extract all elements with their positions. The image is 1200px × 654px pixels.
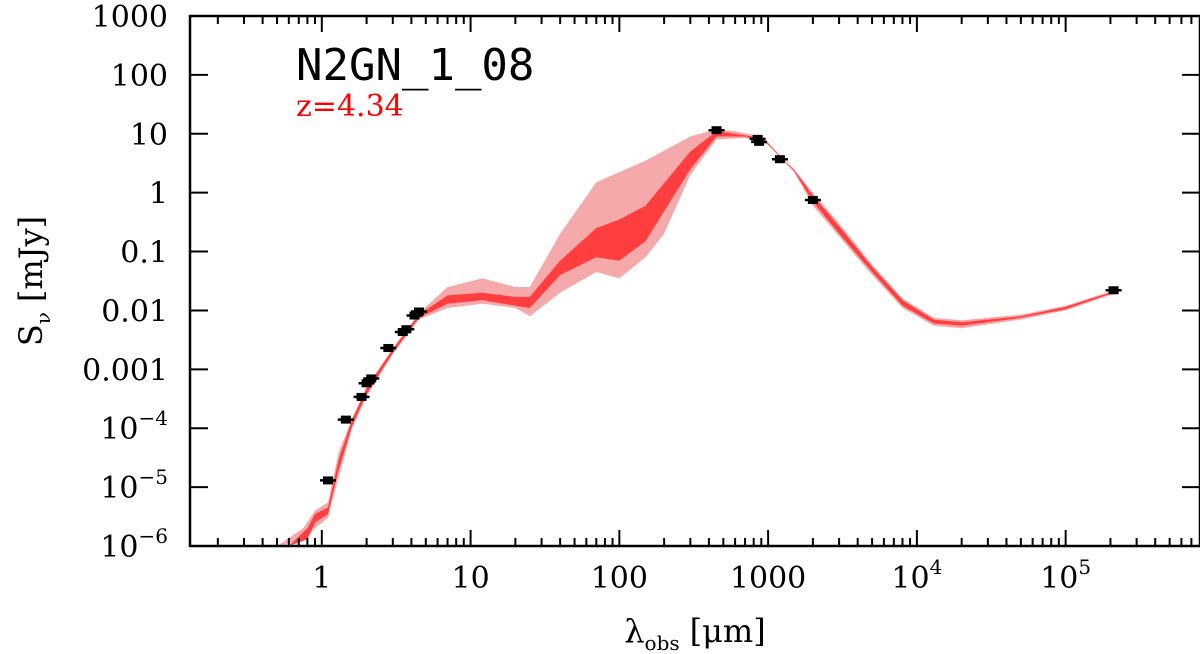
y-axis-symbol: S — [12, 324, 50, 346]
plot-frame — [188, 14, 1200, 548]
x-tick-labels: 1 10 100 1000 104 105 — [312, 555, 1091, 596]
y-axis-title: Sν [mJy] — [12, 216, 55, 346]
data-point — [410, 307, 427, 316]
data-points — [319, 126, 1122, 485]
data-point — [380, 344, 397, 353]
data-point — [804, 196, 821, 205]
data-point — [708, 126, 725, 135]
data-point — [363, 374, 380, 383]
data-point — [1105, 286, 1122, 295]
data-point — [751, 137, 768, 146]
y-tick-label: 0.1 — [120, 236, 168, 271]
x-tick-label: 1000 — [730, 561, 806, 596]
y-tick-label: 1 — [149, 177, 168, 212]
x-tick-label: 105 — [1040, 555, 1091, 596]
x-tick-label: 100 — [591, 561, 648, 596]
data-point — [398, 325, 415, 334]
data-point — [406, 311, 423, 320]
y-axis-subscript: ν — [31, 312, 55, 324]
model-band-inner — [288, 131, 1114, 547]
y-tick-label: 10 — [130, 118, 168, 153]
x-axis-unit: [μm] — [690, 612, 766, 650]
axis-ticks — [190, 15, 1200, 547]
data-point — [319, 476, 336, 485]
y-tick-label: 100 — [111, 59, 168, 94]
y-tick-labels: 1000 100 10 1 0.1 0.01 0.001 10−4 10−5 10−6 — [82, 0, 168, 565]
x-tick-label: 104 — [891, 555, 942, 596]
x-tick-label: 10 — [451, 561, 489, 596]
data-point — [358, 379, 375, 388]
redshift-label: z=4.34 — [296, 89, 404, 124]
y-tick-label: 10−6 — [100, 524, 168, 565]
data-point — [771, 155, 788, 164]
y-tick-label: 0.01 — [101, 294, 168, 329]
x-axis-subscript: obs — [645, 631, 680, 654]
x-axis-title: λobs [μm] — [624, 612, 766, 654]
x-tick-label: 1 — [312, 561, 331, 596]
x-axis-symbol: λ — [624, 612, 644, 650]
y-tick-label: 0.001 — [82, 353, 168, 388]
y-tick-label: 10−5 — [100, 465, 168, 506]
object-name: N2GN_1_08 — [296, 40, 534, 91]
model-bands — [277, 129, 1114, 547]
y-tick-label: 1000 — [92, 0, 168, 35]
data-point — [353, 392, 370, 401]
y-axis-unit: [mJy] — [12, 216, 50, 302]
data-point — [337, 415, 354, 424]
y-tick-label: 10−4 — [100, 406, 168, 447]
